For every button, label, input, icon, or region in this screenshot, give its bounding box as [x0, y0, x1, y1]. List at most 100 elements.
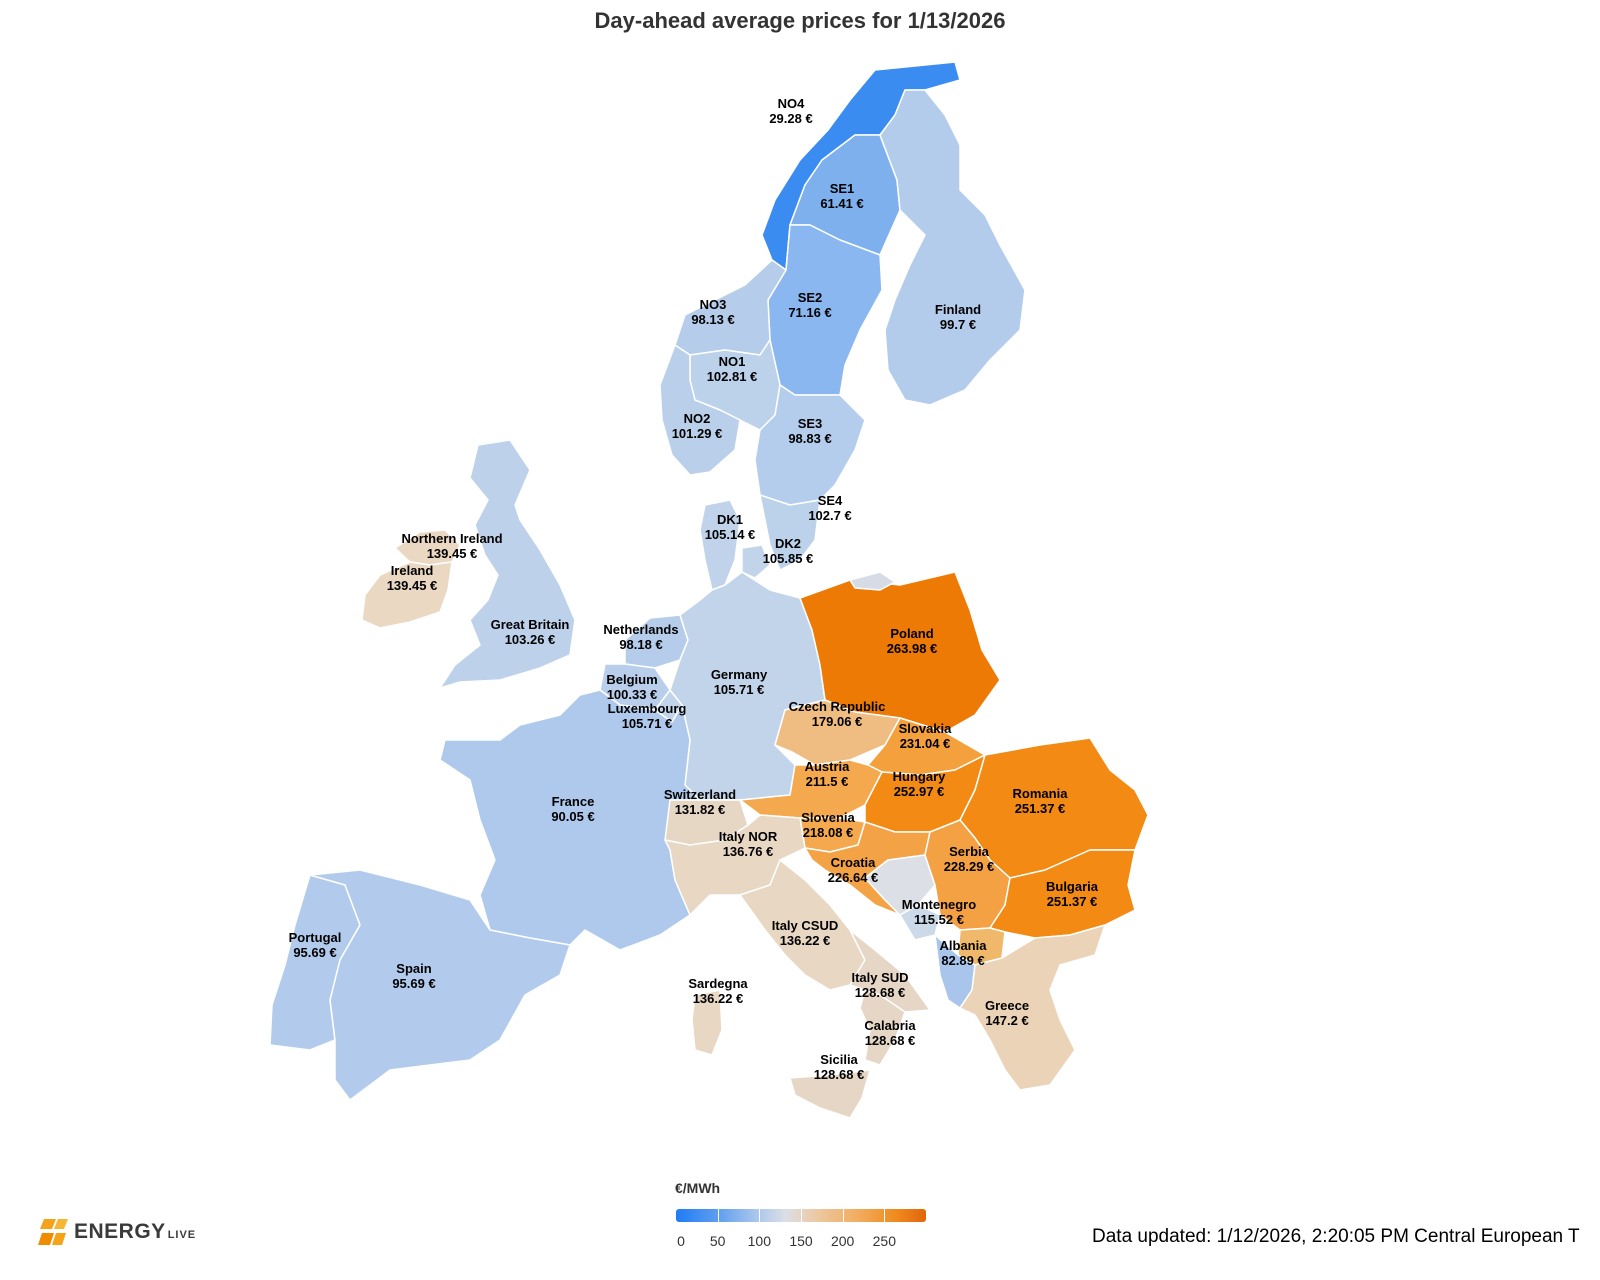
region-czech-republic[interactable]	[774, 699, 901, 766]
region-kaliningrad[interactable]	[849, 571, 896, 591]
legend-tick-mark	[842, 1209, 844, 1222]
region-name: SE4	[818, 493, 843, 508]
region-name: Portugal	[289, 930, 342, 945]
region-price: 139.45 €	[427, 546, 478, 561]
region-name: NO4	[778, 96, 806, 111]
region-price: 71.16 €	[788, 305, 831, 320]
region-name: SE1	[830, 181, 855, 196]
region-calabria[interactable]	[859, 989, 906, 1066]
legend-tick-mark	[717, 1209, 719, 1222]
region-price: 90.05 €	[551, 809, 594, 824]
region-name: Austria	[805, 759, 851, 774]
region-name: NO3	[700, 297, 727, 312]
region-greece[interactable]	[959, 924, 1106, 1091]
region-dk2[interactable]	[741, 544, 771, 579]
region-price: 100.33 €	[607, 687, 658, 702]
region-price: 61.41 €	[820, 196, 863, 211]
legend-tick-label: 100	[747, 1233, 772, 1249]
region-price: 251.37 €	[1015, 801, 1066, 816]
region-name: Finland	[935, 302, 981, 317]
legend-tick-label: 50	[709, 1233, 726, 1249]
region-poland[interactable]	[799, 571, 1001, 733]
region-price: 128.68 €	[855, 985, 906, 1000]
region-name: NO1	[719, 354, 746, 369]
region-name: Sardegna	[688, 976, 748, 991]
region-name: Belgium	[606, 672, 657, 687]
region-name: Switzerland	[664, 787, 736, 802]
region-sardegna[interactable]	[691, 989, 723, 1056]
region-name: Italy SUD	[851, 970, 908, 985]
region-name: Italy CSUD	[772, 918, 838, 933]
region-great-britain[interactable]	[439, 439, 576, 689]
region-name: Slovenia	[801, 810, 855, 825]
region-name: Sicilia	[820, 1052, 858, 1067]
region-montenegro[interactable]	[899, 904, 941, 941]
region-price: 136.22 €	[780, 933, 831, 948]
region-name: Hungary	[893, 769, 947, 784]
region-name: Greece	[985, 998, 1029, 1013]
region-name: Great Britain	[491, 617, 570, 632]
region-price: 218.08 €	[803, 825, 854, 840]
region-price: 102.81 €	[707, 369, 758, 384]
region-price: 82.89 €	[941, 953, 984, 968]
region-name: Calabria	[864, 1018, 916, 1033]
legend-tick-label: 150	[789, 1233, 813, 1249]
logo-wordmark: ENERGY	[74, 1220, 166, 1243]
region-name: SE3	[798, 416, 823, 431]
region-price: 136.22 €	[693, 991, 744, 1006]
legend-tick-label: 250	[872, 1233, 897, 1249]
region-price: 95.69 €	[392, 976, 435, 991]
region-price: 128.68 €	[865, 1033, 916, 1048]
region-finland[interactable]	[879, 89, 1026, 406]
region-price: 99.7 €	[940, 317, 976, 332]
region-price: 231.04 €	[900, 736, 951, 751]
region-sicilia[interactable]	[789, 1069, 871, 1119]
region-name: Poland	[890, 626, 933, 641]
region-spain[interactable]	[309, 869, 571, 1101]
data-updated-timestamp: Data updated: 1/12/2026, 2:20:05 PM Cent…	[1092, 1226, 1580, 1247]
region-name: Germany	[711, 667, 768, 682]
region-ireland[interactable]	[361, 561, 453, 629]
region-price: 29.28 €	[769, 111, 812, 126]
legend-tick-mark	[801, 1209, 802, 1222]
region-price: 102.7 €	[808, 508, 851, 523]
region-price: 226.64 €	[828, 870, 879, 885]
region-price: 263.98 €	[887, 641, 938, 656]
region-name: NO2	[684, 411, 711, 426]
legend-unit: €/MWh	[675, 1180, 721, 1196]
region-se4[interactable]	[759, 494, 821, 571]
region-name: Slovakia	[899, 721, 953, 736]
region-bosnia[interactable]	[864, 854, 936, 916]
region-price: 101.29 €	[672, 426, 723, 441]
region-name: Ireland	[391, 563, 434, 578]
region-no2[interactable]	[659, 344, 741, 476]
map-title: Day-ahead average prices for 1/13/2026	[594, 8, 1006, 33]
logo-wordmark-sub: LIVE	[167, 1229, 197, 1241]
region-name: Albania	[940, 938, 988, 953]
region-name: Serbia	[949, 844, 990, 859]
region-france[interactable]	[439, 689, 701, 951]
